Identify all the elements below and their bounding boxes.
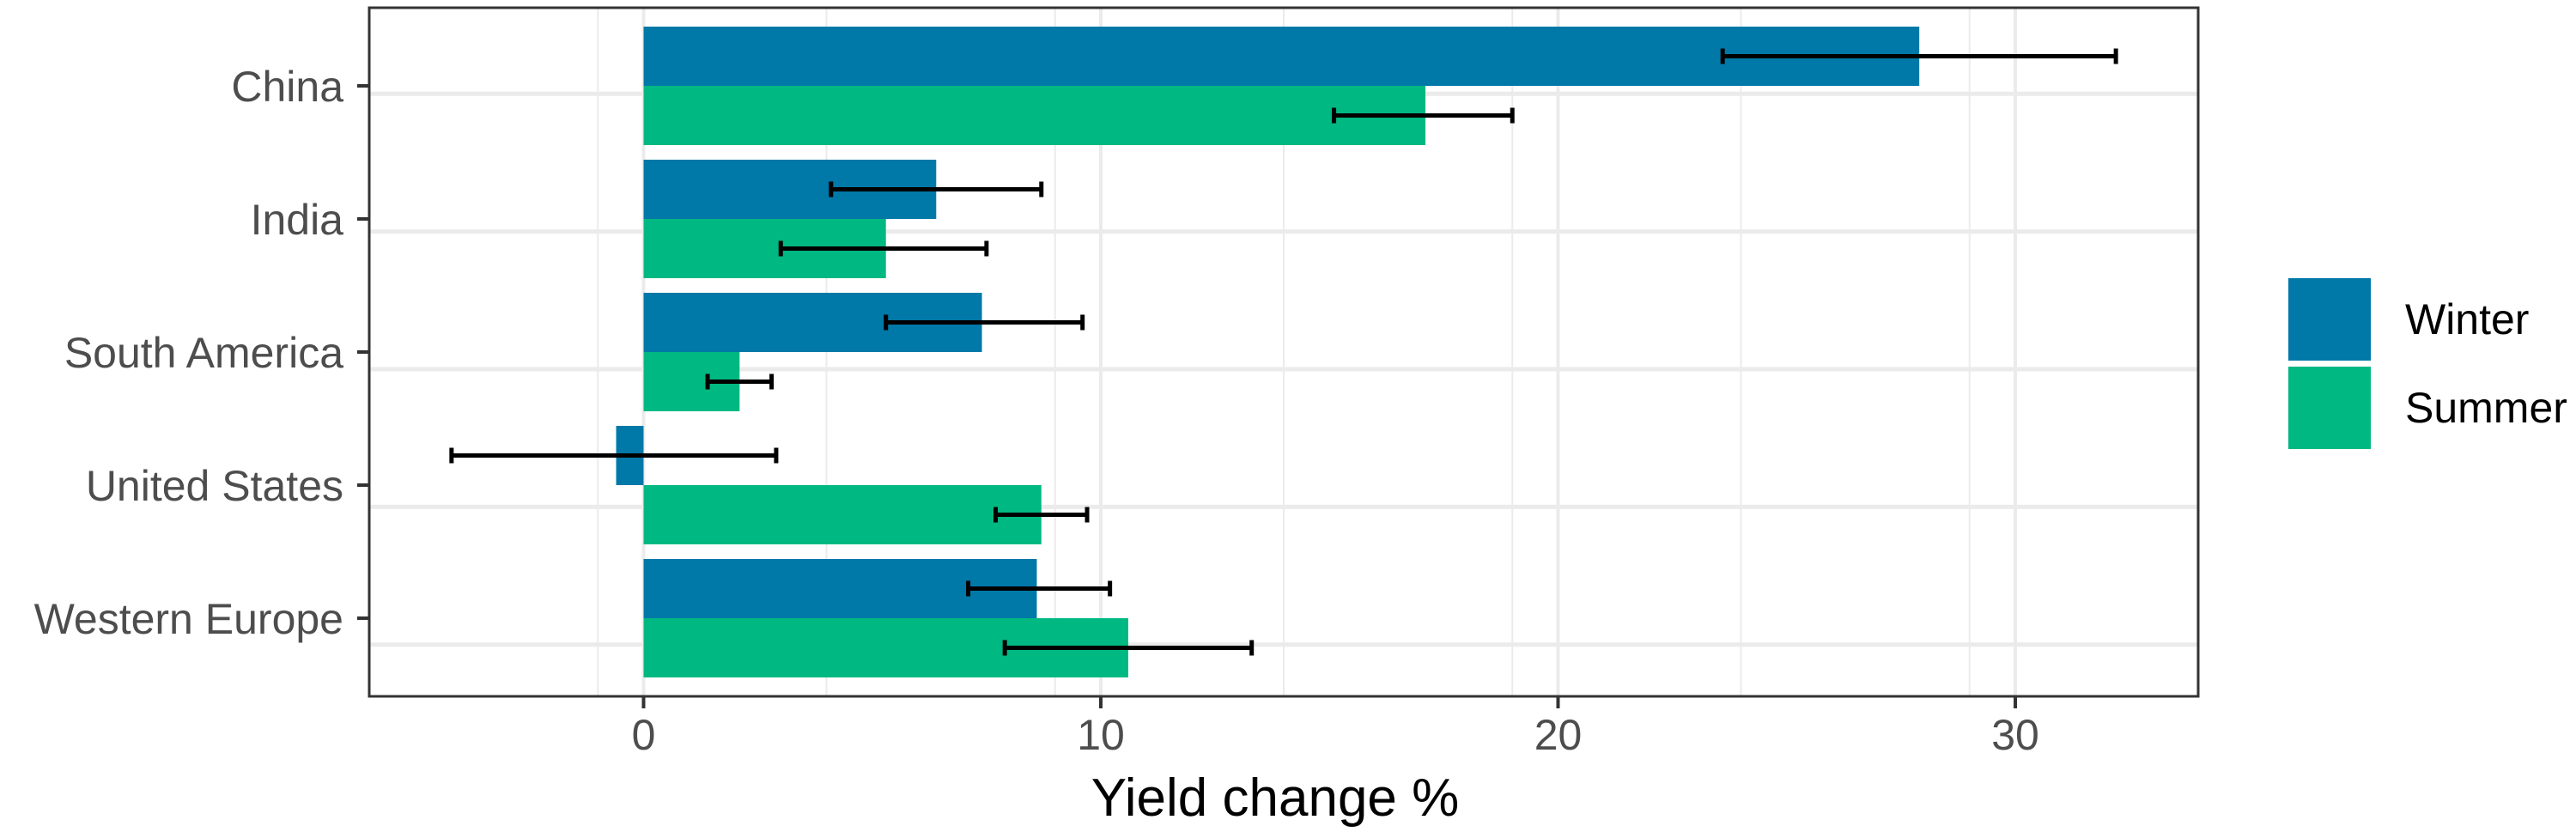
y-axis: China India South America United States West…	[34, 63, 369, 643]
y-tick-label: South America	[64, 329, 343, 377]
error-bar-winter-western-europe	[966, 580, 1113, 597]
y-tick-label: United States	[86, 462, 343, 510]
bar-winter-china	[643, 27, 1920, 86]
error-bars-layer	[449, 48, 2118, 656]
x-axis: 0 10 20 30	[632, 696, 2039, 759]
legend-key-winter	[2288, 278, 2371, 361]
x-tick-label: 0	[632, 711, 656, 759]
legend-label-winter: Winter	[2405, 295, 2529, 343]
y-tick-label: China	[231, 63, 343, 111]
error-bar-winter-united-states	[449, 447, 779, 464]
error-bar-summer-china	[1332, 107, 1515, 124]
bar-summer-china	[643, 86, 1426, 145]
x-tick-label: 10	[1077, 711, 1125, 759]
bar-summer-united-states	[643, 485, 1042, 544]
error-bar-summer-western-europe	[1002, 640, 1255, 656]
legend-label-summer: Summer	[2405, 384, 2567, 432]
y-tick-label: Western Europe	[34, 595, 343, 643]
x-axis-title: Yield change %	[1091, 768, 1460, 828]
y-tick-label: India	[251, 196, 344, 244]
x-tick-label: 20	[1534, 711, 1583, 759]
legend: Winter Summer	[2288, 278, 2567, 449]
bars-layer	[616, 27, 1920, 677]
legend-key-summer	[2288, 367, 2371, 449]
error-bar-winter-south-america	[884, 314, 1085, 331]
error-bar-summer-united-states	[993, 507, 1090, 523]
error-bar-winter-india	[829, 181, 1044, 197]
error-bar-winter-china	[1720, 48, 2118, 64]
error-bar-summer-south-america	[705, 373, 775, 390]
x-tick-label: 30	[1991, 711, 2039, 759]
error-bar-summer-india	[778, 240, 989, 257]
